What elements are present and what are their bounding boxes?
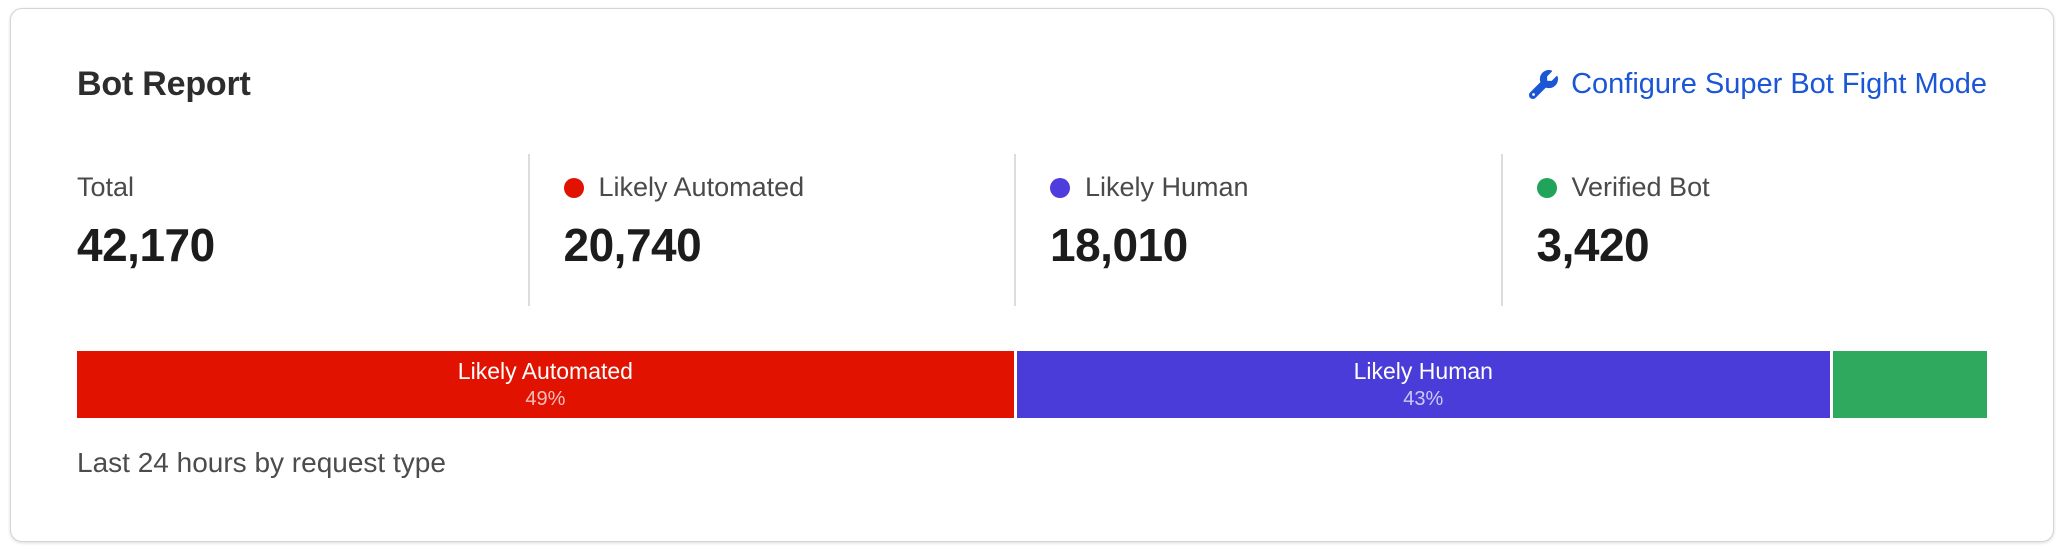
page-title: Bot Report bbox=[77, 65, 251, 103]
stat-verified-bot: Verified Bot 3,420 bbox=[1500, 154, 1988, 306]
chart-caption: Last 24 hours by request type bbox=[77, 447, 446, 478]
stat-total: Total 42,170 bbox=[77, 154, 528, 306]
stat-likely-human: Likely Human 18,010 bbox=[1014, 154, 1501, 306]
stat-value: 3,420 bbox=[1536, 219, 1650, 271]
card-header: Bot Report Configure Super Bot Fight Mod… bbox=[77, 65, 1987, 104]
likely-automated-dot-icon bbox=[563, 177, 584, 198]
bar-segment-verified-bot bbox=[1832, 351, 1987, 418]
bar-segment-label: Likely Automated bbox=[457, 358, 633, 385]
stat-label: Verified Bot bbox=[1571, 172, 1710, 202]
stat-likely-automated: Likely Automated 20,740 bbox=[527, 154, 1015, 306]
bot-report-card: Bot Report Configure Super Bot Fight Mod… bbox=[10, 8, 2054, 542]
stat-label: Likely Automated bbox=[598, 172, 805, 202]
configure-super-bot-fight-mode-link[interactable]: Configure Super Bot Fight Mode bbox=[1529, 68, 1987, 101]
bar-segment-label: Likely Human bbox=[1353, 358, 1493, 385]
bar-segment-likely-automated: Likely Automated 49% bbox=[77, 351, 1014, 418]
stat-value: 42,170 bbox=[77, 219, 215, 271]
wrench-icon bbox=[1529, 70, 1559, 99]
verified-bot-dot-icon bbox=[1536, 177, 1557, 198]
stat-label: Likely Human bbox=[1085, 172, 1249, 202]
bar-segment-percent: 43% bbox=[1403, 387, 1444, 410]
request-type-stacked-bar: Likely Automated 49% Likely Human 43% bbox=[77, 351, 1987, 418]
configure-link-label: Configure Super Bot Fight Mode bbox=[1571, 68, 1987, 100]
bar-segment-percent: 49% bbox=[525, 387, 566, 410]
stats-row: Total 42,170 Likely Automated 20,740 Lik… bbox=[77, 154, 1987, 306]
bar-segment-likely-human: Likely Human 43% bbox=[1016, 351, 1830, 418]
stat-value: 20,740 bbox=[563, 219, 702, 271]
stat-value: 18,010 bbox=[1050, 219, 1188, 271]
likely-human-dot-icon bbox=[1050, 177, 1070, 198]
stat-label: Total bbox=[77, 172, 135, 202]
